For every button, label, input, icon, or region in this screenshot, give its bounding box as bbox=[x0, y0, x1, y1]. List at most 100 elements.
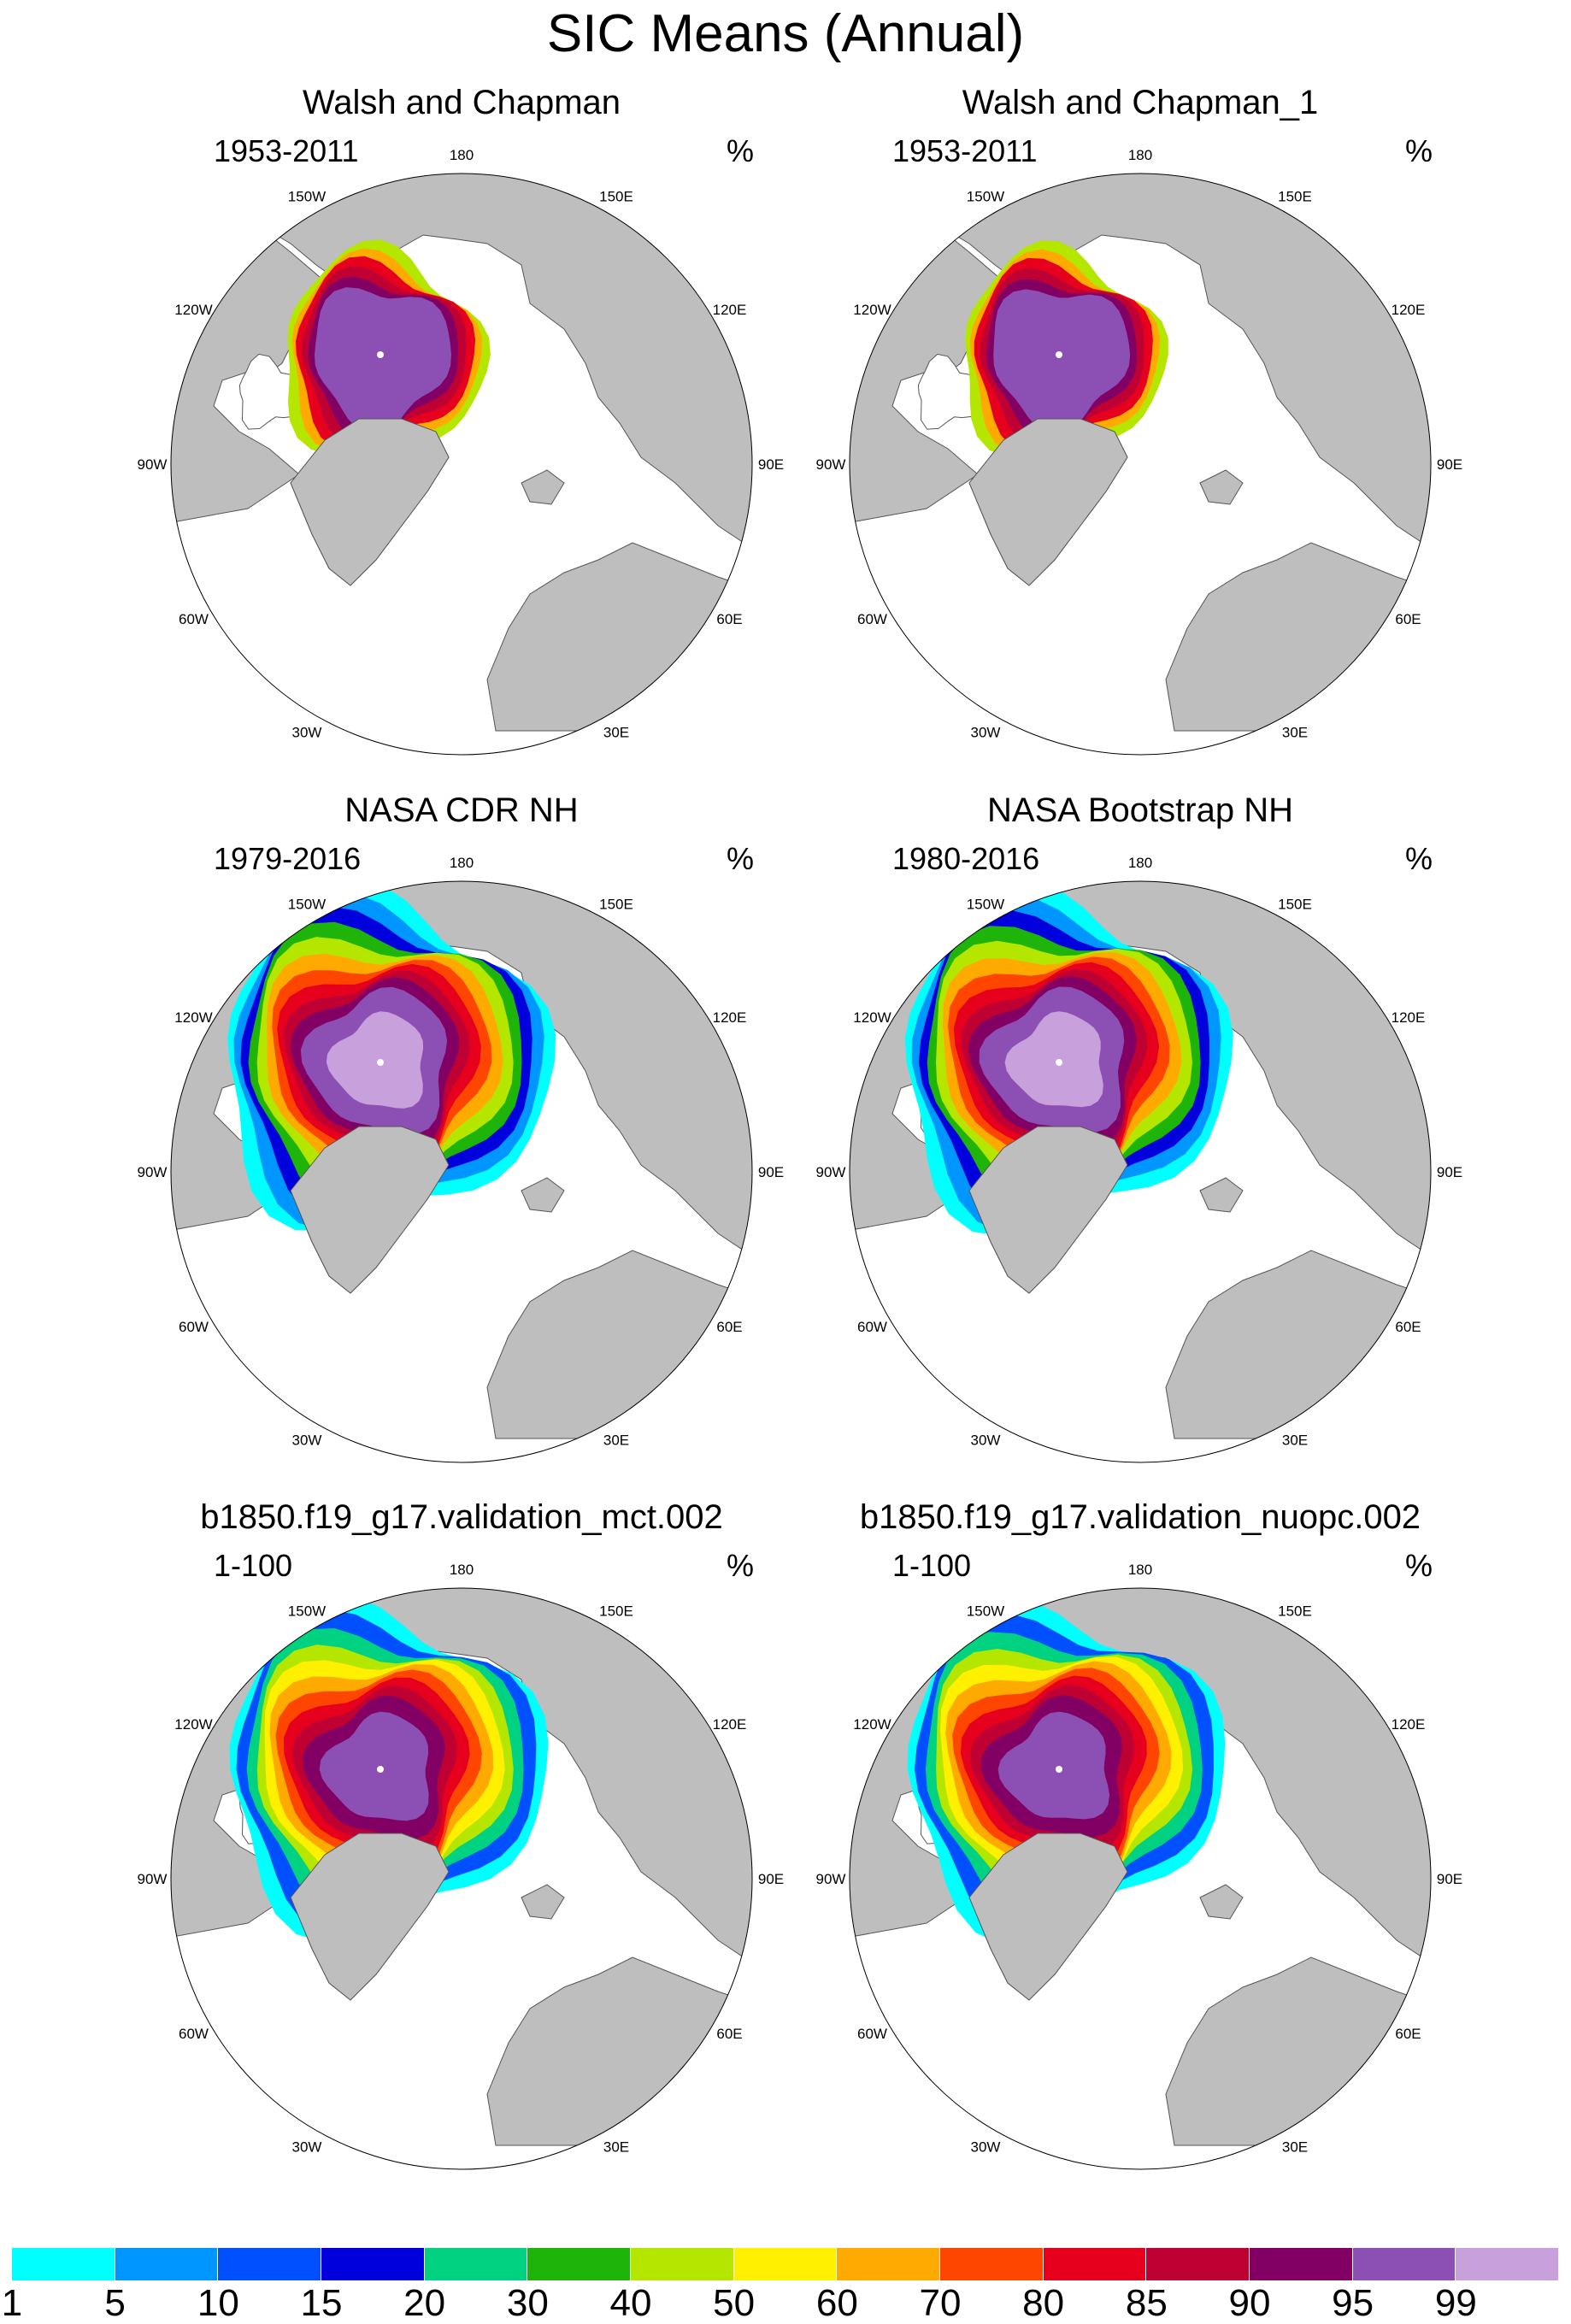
colorbar-label: 30 bbox=[506, 2282, 549, 2324]
colorbar-box bbox=[1250, 2248, 1353, 2280]
longitude-label: 150E bbox=[1278, 189, 1312, 205]
longitude-label: 150W bbox=[288, 1603, 326, 1620]
greenland bbox=[968, 418, 1128, 586]
sea-ice-field bbox=[907, 1597, 1226, 1945]
colorbar-box bbox=[321, 2248, 425, 2280]
longitude-label: 120E bbox=[713, 1009, 747, 1026]
panel-period: 1979-2016 bbox=[214, 841, 362, 876]
greenland bbox=[968, 1833, 1128, 2001]
sea-ice-field bbox=[227, 881, 556, 1231]
colorbar-label: 50 bbox=[713, 2282, 756, 2324]
longitude-label: 180 bbox=[1128, 1562, 1152, 1578]
longitude-label: 30E bbox=[603, 1433, 629, 1449]
land-mass bbox=[1199, 1884, 1244, 1920]
panel-unit: % bbox=[727, 133, 755, 168]
colorbar-box bbox=[527, 2248, 631, 2280]
sea-ice-field bbox=[904, 881, 1233, 1237]
sea-ice-field bbox=[965, 240, 1168, 457]
polar-map: 180150E120E90E60E30E030W60W90W120W150W bbox=[138, 147, 784, 756]
map-outline bbox=[170, 880, 753, 1463]
ice-contour bbox=[319, 1711, 429, 1821]
greenland bbox=[290, 1126, 450, 1294]
map-outline bbox=[849, 173, 1432, 756]
colorbar-label: 40 bbox=[609, 2282, 652, 2324]
colorbar bbox=[12, 2248, 1559, 2282]
land-mass bbox=[1199, 1177, 1244, 1213]
longitude-label: 120E bbox=[713, 1716, 747, 1733]
longitude-label: 90W bbox=[138, 456, 168, 473]
map-panel: 180150E120E90E60E30E030W60W90W120W150WNA… bbox=[798, 789, 1482, 1464]
longitude-label: 150W bbox=[288, 897, 326, 913]
longitude-label: 90E bbox=[758, 1871, 784, 1887]
panel-title: b1850.f19_g17.validation_nuopc.002 bbox=[859, 1498, 1421, 1536]
colorbar-labels: 1 5 10 15 20 30 40 50 60 70 80 85 90 95 99 bbox=[0, 2284, 1571, 2322]
colorbar-label: 80 bbox=[1022, 2282, 1065, 2324]
longitude-label: 90W bbox=[138, 1871, 168, 1887]
panel-title: b1850.f19_g17.validation_mct.002 bbox=[200, 1498, 723, 1536]
colorbar-box bbox=[1043, 2248, 1147, 2280]
longitude-label: 180 bbox=[450, 147, 474, 163]
longitude-label: 60E bbox=[716, 611, 742, 627]
longitude-label: 60W bbox=[857, 1319, 887, 1335]
colorbar-label: 5 bbox=[104, 2282, 126, 2324]
longitude-label: 180 bbox=[450, 1562, 474, 1578]
panel-period: 1-100 bbox=[892, 1548, 972, 1583]
map-outline bbox=[849, 880, 1432, 1463]
land-mass bbox=[850, 174, 1431, 561]
longitude-label: 30W bbox=[292, 725, 322, 741]
longitude-label: 120E bbox=[713, 302, 747, 318]
longitude-label: 30E bbox=[603, 2139, 629, 2156]
longitude-label: 60W bbox=[179, 1319, 209, 1335]
land-mass bbox=[521, 469, 565, 505]
longitude-label: 90E bbox=[758, 1164, 784, 1180]
longitude-label: 90W bbox=[816, 1164, 846, 1180]
map-panel: 180150E120E90E60E30E030W60W90W120W150Wb1… bbox=[798, 1496, 1482, 2171]
longitude-label: 30W bbox=[971, 725, 1001, 741]
map-panel: 180150E120E90E60E30E030W60W90W120W150WWa… bbox=[120, 81, 803, 756]
longitude-label: 30E bbox=[1282, 2139, 1308, 2156]
longitude-label: 120W bbox=[174, 302, 212, 318]
panel-period: 1-100 bbox=[214, 1548, 293, 1583]
polar-map: 180150E120E90E60E30E030W60W90W120W150W bbox=[816, 855, 1462, 1463]
longitude-label: 180 bbox=[1128, 855, 1152, 871]
longitude-label: 90W bbox=[816, 1871, 846, 1887]
ice-contour bbox=[326, 1011, 424, 1109]
map-outline bbox=[170, 173, 753, 756]
polar-map: 180150E120E90E60E30E030W60W90W120W150W bbox=[816, 1562, 1462, 2170]
colorbar-box bbox=[631, 2248, 734, 2280]
greenland bbox=[290, 1833, 450, 2001]
longitude-label: 120W bbox=[853, 1716, 891, 1733]
longitude-label: 120W bbox=[174, 1009, 212, 1026]
longitude-label: 60W bbox=[857, 2026, 887, 2042]
colorbar-box bbox=[115, 2248, 219, 2280]
longitude-label: 30W bbox=[292, 1433, 322, 1449]
longitude-label: 150E bbox=[599, 189, 633, 205]
longitude-label: 30W bbox=[971, 1433, 1001, 1449]
land-mass bbox=[171, 174, 752, 561]
panel-unit: % bbox=[1405, 133, 1433, 168]
greenland bbox=[290, 418, 450, 586]
colorbar-label: 95 bbox=[1332, 2282, 1374, 2324]
ice-contour bbox=[997, 1711, 1110, 1820]
ice-contour bbox=[315, 287, 451, 434]
longitude-label: 180 bbox=[450, 855, 474, 871]
panel-period: 1953-2011 bbox=[892, 133, 1038, 168]
panel-unit: % bbox=[727, 841, 755, 876]
panel-title: Walsh and Chapman bbox=[302, 84, 621, 121]
longitude-label: 60E bbox=[1395, 1319, 1421, 1335]
colorbar-box bbox=[837, 2248, 940, 2280]
colorbar-box bbox=[1146, 2248, 1250, 2280]
map-outline bbox=[849, 1587, 1432, 2170]
colorbar-label: 1 bbox=[1, 2282, 23, 2324]
panel-period: 1953-2011 bbox=[214, 133, 359, 168]
colorbar-label: 10 bbox=[197, 2282, 239, 2324]
colorbar-label: 90 bbox=[1228, 2282, 1271, 2324]
land-mass bbox=[521, 1884, 565, 1920]
colorbar-label: 85 bbox=[1125, 2282, 1168, 2324]
colorbar-box bbox=[1456, 2248, 1559, 2280]
panel-title: Walsh and Chapman_1 bbox=[962, 84, 1319, 121]
colorbar-box bbox=[424, 2248, 528, 2280]
colorbar-box bbox=[733, 2248, 838, 2280]
longitude-label: 150W bbox=[967, 189, 1004, 205]
land-mass bbox=[521, 1177, 565, 1213]
